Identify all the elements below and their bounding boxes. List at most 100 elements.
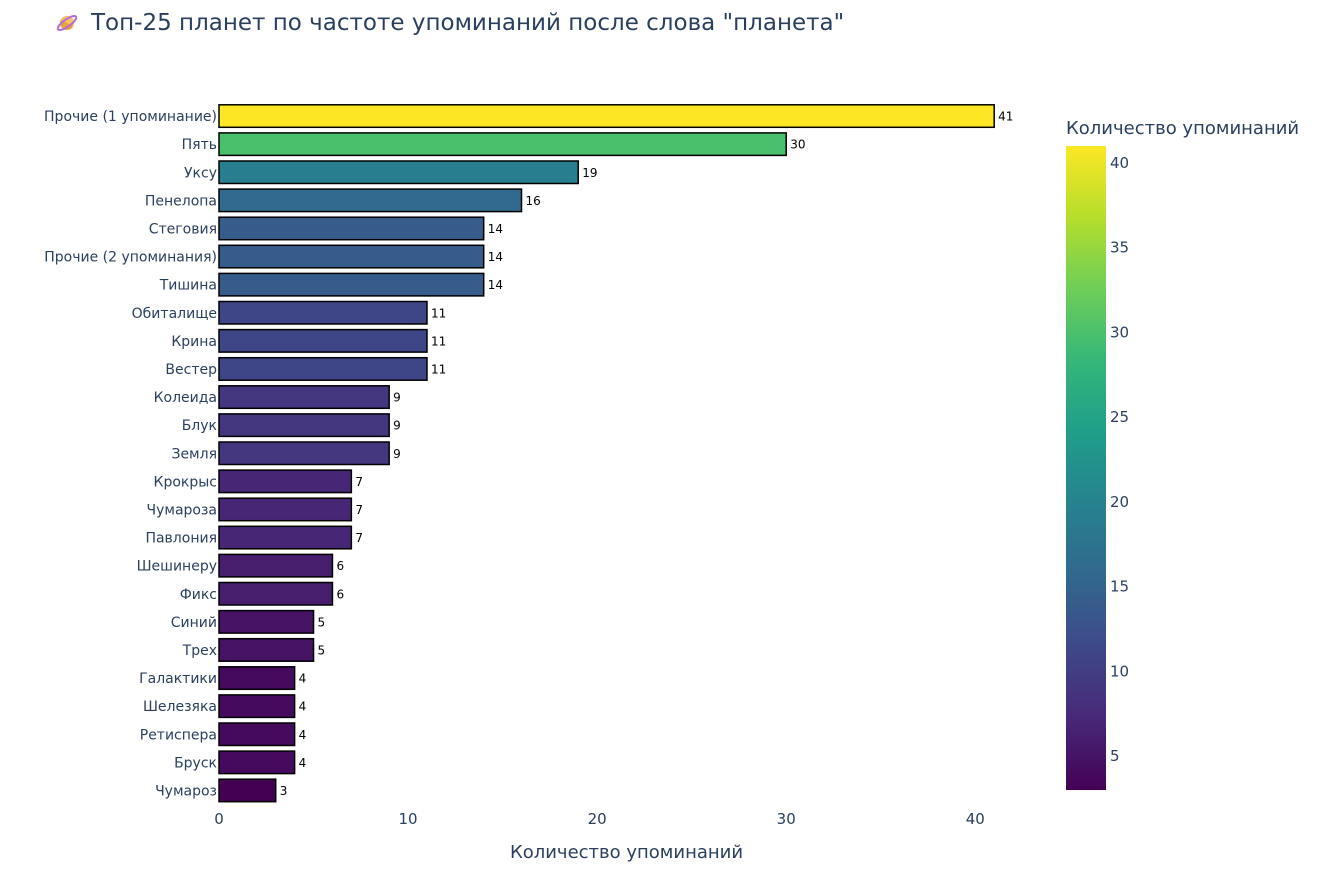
y-tick-label: Прочие (1 упоминание) <box>44 109 217 125</box>
y-tick-label: Ретиспера <box>140 727 217 743</box>
bar-4 <box>218 188 523 213</box>
y-tick-label: Крокрыс <box>154 474 218 490</box>
y-tick-label: Земля <box>171 446 217 462</box>
data-label: 5 <box>318 643 326 657</box>
bar-20 <box>218 637 315 662</box>
x-tick-label: 40 <box>966 810 985 828</box>
ringed-planet-icon <box>56 15 78 31</box>
data-label: 41 <box>998 110 1013 124</box>
data-label: 4 <box>299 700 307 714</box>
x-tick-labels: 0 10 20 30 40 <box>214 810 985 828</box>
data-label: 14 <box>488 250 503 264</box>
y-tick-label: Пенелопа <box>145 193 217 209</box>
bar-9 <box>218 328 428 353</box>
bar-12 <box>218 413 390 438</box>
y-tick-label: Стеговия <box>149 221 217 237</box>
y-tick-label: Шешинеру <box>137 559 217 575</box>
data-label: 16 <box>526 194 541 208</box>
data-label: 11 <box>431 334 446 348</box>
colorbar-title: Количество упоминаний <box>1066 118 1299 139</box>
data-label: 6 <box>336 559 344 573</box>
y-tick-label: Синий <box>171 615 217 631</box>
bar-5 <box>218 216 485 241</box>
y-tick-label: Галактики <box>139 671 217 687</box>
y-tick-label: Крина <box>171 334 217 350</box>
y-tick-label: Уксу <box>184 165 217 181</box>
data-label: 4 <box>299 756 307 770</box>
data-label: 5 <box>318 615 326 629</box>
bar-22 <box>218 694 296 719</box>
data-label: 7 <box>355 531 363 545</box>
data-label: 4 <box>299 672 307 686</box>
y-tick-label: Трех <box>182 643 217 659</box>
chart-title: Топ-25 планет по частоте упоминаний посл… <box>55 10 844 36</box>
bar-24 <box>218 750 296 775</box>
data-label: 6 <box>336 587 344 601</box>
y-tick-label: Шелезяка <box>143 699 217 715</box>
data-label: 7 <box>355 475 363 489</box>
y-tick-label: Вестер <box>165 362 217 378</box>
bar-16 <box>218 525 353 550</box>
y-tick-label: Тишина <box>159 278 217 294</box>
bar-25 <box>218 778 277 803</box>
data-label: 14 <box>488 222 503 236</box>
chart-title-text: Топ-25 планет по частоте упоминаний посл… <box>91 10 845 36</box>
data-label: 4 <box>299 728 307 742</box>
colorbar-tick-label: 10 <box>1110 662 1129 680</box>
bar-7 <box>218 272 485 297</box>
y-tick-label: Прочие (2 упоминания) <box>44 250 217 266</box>
bar-10 <box>218 356 428 381</box>
bars-group <box>218 104 995 803</box>
y-tick-label: Обиталище <box>132 306 217 322</box>
x-axis-title: Количество упоминаний <box>510 842 743 863</box>
colorbar-tick-label: 15 <box>1110 578 1129 596</box>
data-label: 7 <box>355 503 363 517</box>
x-tick-label: 30 <box>777 810 796 828</box>
bar-3 <box>218 160 579 185</box>
y-tick-label: Павлония <box>145 531 217 547</box>
data-label: 11 <box>431 362 446 376</box>
data-label: 19 <box>582 166 597 180</box>
y-tick-label: Чумароз <box>155 783 217 799</box>
colorbar-tick-label: 5 <box>1110 747 1120 765</box>
x-tick-label: 0 <box>214 810 224 828</box>
bar-1 <box>218 104 995 129</box>
colorbar-tick-label: 35 <box>1110 239 1129 257</box>
colorbar-gradient <box>1066 146 1106 790</box>
bar-15 <box>218 497 353 522</box>
bar-23 <box>218 722 296 747</box>
y-tick-label: Бруск <box>174 755 217 771</box>
data-label: 9 <box>393 447 401 461</box>
bar-17 <box>218 553 334 578</box>
bar-14 <box>218 469 353 494</box>
x-tick-label: 10 <box>399 810 418 828</box>
bar-13 <box>218 441 390 466</box>
colorbar-tick-label: 25 <box>1110 408 1129 426</box>
colorbar-tick-label: 40 <box>1110 154 1129 172</box>
colorbar: Количество упоминаний 5 10 15 20 25 30 35 40 <box>1066 118 1299 790</box>
colorbar-tick-label: 30 <box>1110 323 1129 341</box>
data-label: 9 <box>393 391 401 405</box>
y-tick-label: Чумароза <box>147 502 218 518</box>
y-tick-label: Колеида <box>154 390 217 406</box>
bar-8 <box>218 300 428 325</box>
data-label: 30 <box>790 138 805 152</box>
bar-11 <box>218 385 390 410</box>
y-tick-labels: Прочие (1 упоминание) Пять Уксу Пенелопа Сте… <box>44 109 217 799</box>
bar-2 <box>218 132 787 157</box>
data-label: 14 <box>488 278 503 292</box>
data-label: 9 <box>393 419 401 433</box>
bar-21 <box>218 666 296 691</box>
data-label: 3 <box>280 784 288 798</box>
x-tick-label: 20 <box>588 810 607 828</box>
y-tick-label: Фикс <box>180 587 217 603</box>
y-tick-label: Блук <box>182 418 217 434</box>
data-label: 11 <box>431 306 446 320</box>
y-tick-label: Пять <box>182 137 217 153</box>
bar-18 <box>218 581 334 606</box>
colorbar-tick-label: 20 <box>1110 493 1129 511</box>
bar-19 <box>218 609 315 634</box>
bar-6 <box>218 244 485 269</box>
